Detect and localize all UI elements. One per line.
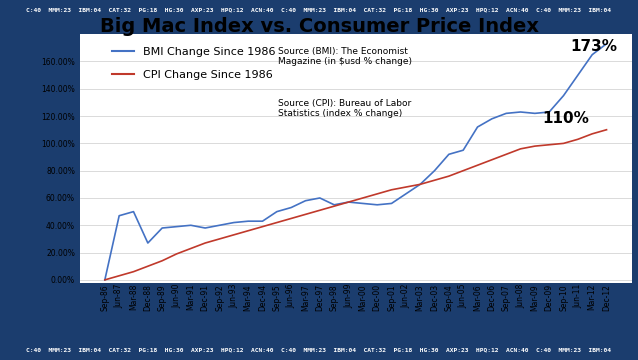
BMI Change Since 1986 xyxy=(130,210,137,214)
Text: Big Mac Index vs. Consumer Price Index: Big Mac Index vs. Consumer Price Index xyxy=(100,17,538,36)
Line: BMI Change Since 1986: BMI Change Since 1986 xyxy=(105,44,607,280)
CPI Change Since 1986 xyxy=(345,200,352,204)
BMI Change Since 1986 xyxy=(258,219,266,223)
Text: Source (CPI): Bureau of Labor
Statistics (index % change): Source (CPI): Bureau of Labor Statistics… xyxy=(278,99,412,118)
CPI Change Since 1986 xyxy=(287,216,295,221)
Text: C:40  MMM:23  IBM:04  CAT:32  PG:18  HG:30  AXP:23  HPQ:12  ACN:40  C:40  MMM:23: C:40 MMM:23 IBM:04 CAT:32 PG:18 HG:30 AX… xyxy=(27,348,611,352)
BMI Change Since 1986 xyxy=(473,125,481,129)
CPI Change Since 1986 xyxy=(244,229,252,233)
BMI Change Since 1986 xyxy=(417,182,424,186)
CPI Change Since 1986 xyxy=(574,137,582,141)
BMI Change Since 1986 xyxy=(173,225,181,229)
CPI Change Since 1986 xyxy=(402,185,410,189)
BMI Change Since 1986 xyxy=(202,226,209,230)
CPI Change Since 1986 xyxy=(388,188,396,192)
BMI Change Since 1986 xyxy=(187,223,195,228)
BMI Change Since 1986 xyxy=(373,203,381,207)
BMI Change Since 1986 xyxy=(488,117,496,121)
BMI Change Since 1986 xyxy=(230,220,238,225)
BMI Change Since 1986 xyxy=(517,110,524,114)
CPI Change Since 1986 xyxy=(431,178,438,183)
BMI Change Since 1986 xyxy=(273,210,281,214)
CPI Change Since 1986 xyxy=(230,233,238,237)
BMI Change Since 1986 xyxy=(545,110,553,114)
BMI Change Since 1986 xyxy=(316,196,323,200)
BMI Change Since 1986 xyxy=(359,201,367,206)
CPI Change Since 1986 xyxy=(488,158,496,162)
BMI Change Since 1986 xyxy=(115,213,123,218)
BMI Change Since 1986 xyxy=(345,200,352,204)
CPI Change Since 1986 xyxy=(359,196,367,200)
BMI Change Since 1986 xyxy=(302,199,309,203)
BMI Change Since 1986 xyxy=(244,219,252,223)
CPI Change Since 1986 xyxy=(531,144,538,148)
CPI Change Since 1986 xyxy=(445,174,453,178)
BMI Change Since 1986 xyxy=(330,203,338,207)
CPI Change Since 1986 xyxy=(603,127,611,132)
CPI Change Since 1986 xyxy=(173,252,181,256)
BMI Change Since 1986 xyxy=(531,111,538,116)
BMI Change Since 1986 xyxy=(502,111,510,116)
BMI Change Since 1986 xyxy=(158,226,166,230)
Line: CPI Change Since 1986: CPI Change Since 1986 xyxy=(105,130,607,280)
CPI Change Since 1986 xyxy=(473,163,481,167)
CPI Change Since 1986 xyxy=(417,182,424,186)
CPI Change Since 1986 xyxy=(258,225,266,229)
CPI Change Since 1986 xyxy=(560,141,567,145)
CPI Change Since 1986 xyxy=(144,264,152,269)
Text: Source (BMI): The Economist
Magazine (in $usd % change): Source (BMI): The Economist Magazine (in… xyxy=(278,47,412,66)
CPI Change Since 1986 xyxy=(502,152,510,157)
CPI Change Since 1986 xyxy=(459,168,467,173)
Text: 173%: 173% xyxy=(571,39,618,54)
CPI Change Since 1986 xyxy=(202,241,209,245)
CPI Change Since 1986 xyxy=(216,237,223,241)
CPI Change Since 1986 xyxy=(302,212,309,216)
BMI Change Since 1986 xyxy=(603,42,611,46)
CPI Change Since 1986 xyxy=(101,278,108,282)
BMI Change Since 1986 xyxy=(431,168,438,173)
CPI Change Since 1986 xyxy=(187,246,195,251)
BMI Change Since 1986 xyxy=(560,94,567,98)
BMI Change Since 1986 xyxy=(216,223,223,228)
BMI Change Since 1986 xyxy=(574,73,582,77)
CPI Change Since 1986 xyxy=(330,204,338,208)
CPI Change Since 1986 xyxy=(158,258,166,263)
BMI Change Since 1986 xyxy=(588,53,596,57)
CPI Change Since 1986 xyxy=(316,208,323,212)
BMI Change Since 1986 xyxy=(144,241,152,245)
BMI Change Since 1986 xyxy=(388,201,396,206)
CPI Change Since 1986 xyxy=(588,132,596,136)
BMI Change Since 1986 xyxy=(445,152,453,157)
CPI Change Since 1986 xyxy=(115,274,123,278)
BMI Change Since 1986 xyxy=(402,192,410,196)
Legend: BMI Change Since 1986, CPI Change Since 1986: BMI Change Since 1986, CPI Change Since … xyxy=(107,42,280,85)
CPI Change Since 1986 xyxy=(517,147,524,151)
CPI Change Since 1986 xyxy=(373,192,381,196)
BMI Change Since 1986 xyxy=(101,278,108,282)
CPI Change Since 1986 xyxy=(130,270,137,274)
BMI Change Since 1986 xyxy=(459,148,467,152)
Text: C:40  MMM:23  IBM:04  CAT:32  PG:18  HG:30  AXP:23  HPQ:12  ACN:40  C:40  MMM:23: C:40 MMM:23 IBM:04 CAT:32 PG:18 HG:30 AX… xyxy=(27,8,611,12)
CPI Change Since 1986 xyxy=(273,220,281,225)
BMI Change Since 1986 xyxy=(287,205,295,210)
Text: 110%: 110% xyxy=(542,111,589,126)
CPI Change Since 1986 xyxy=(545,143,553,147)
